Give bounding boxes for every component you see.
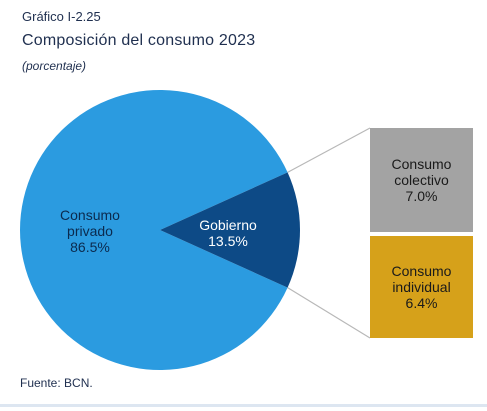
connector-line-bottom [287,287,371,339]
label-consumo-privado-1: privado [67,223,113,239]
source-note: Fuente: BCN. [20,376,93,390]
label-consumo-privado-2: 86.5% [70,239,110,255]
box-consumo-colectivo-label-0: Consumo [392,156,452,172]
label-gobierno-1: 13.5% [208,233,248,249]
box-consumo-colectivo-label-2: 7.0% [406,188,438,204]
box-consumo-individual [370,236,473,338]
box-consumo-individual-label-1: individual [392,279,450,295]
box-consumo-individual-label-2: 6.4% [406,295,438,311]
chart-subtitle: (porcentaje) [22,59,87,73]
bottom-divider [0,404,487,407]
box-consumo-colectivo-label-1: colectivo [394,172,449,188]
label-gobierno-0: Gobierno [199,217,257,233]
chart-number: Gráfico I-2.25 [22,9,101,24]
slice-consumo-privado [19,89,288,370]
chart-title: Composición del consumo 2023 [22,32,256,49]
connector-line-top [287,127,371,173]
box-consumo-individual-label-0: Consumo [392,263,452,279]
label-consumo-privado-0: Consumo [60,207,120,223]
slice-gobierno [160,172,300,288]
box-consumo-colectivo [370,128,473,232]
